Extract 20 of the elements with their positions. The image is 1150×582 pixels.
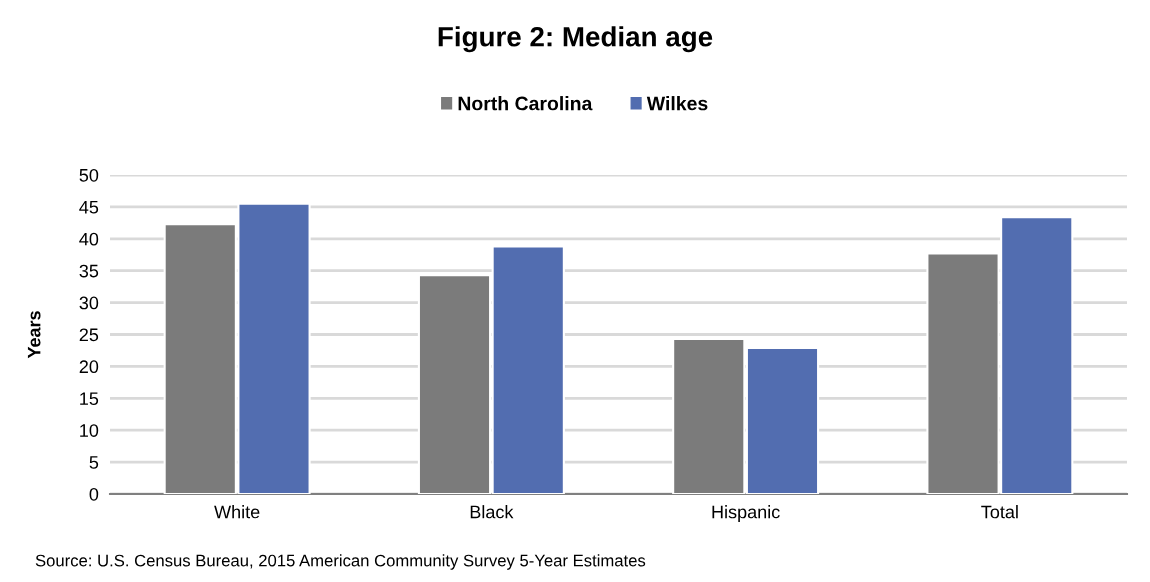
x-tick-label: Black [470,505,514,519]
y-tick-label: 40 [79,232,99,246]
y-axis-title: Years [27,311,41,359]
y-tick-label: 0 [89,487,99,501]
x-tick-label: White [214,505,260,519]
legend-label: Wilkes [646,96,708,111]
y-tick-label: 25 [79,328,99,342]
x-tick-label: Total [981,505,1018,519]
y-tick-label: 5 [89,456,99,469]
legend-label: North Carolina [458,96,593,111]
y-tick-label: 35 [79,264,99,278]
y-tick-label: 30 [79,296,99,310]
y-tick-label: 10 [80,424,99,437]
chart-title: Figure 2: Median age [438,26,713,53]
y-tick-label: 45 [79,201,99,214]
y-tick-label: 20 [79,360,99,374]
y-tick-label: 15 [80,392,99,406]
x-tick-label: Hispanic [712,505,780,522]
source-note: Source: U.S. Census Bureau, 2015 American Community Survey 5-Year Estimates [35,554,646,570]
y-tick-label: 50 [79,168,99,182]
